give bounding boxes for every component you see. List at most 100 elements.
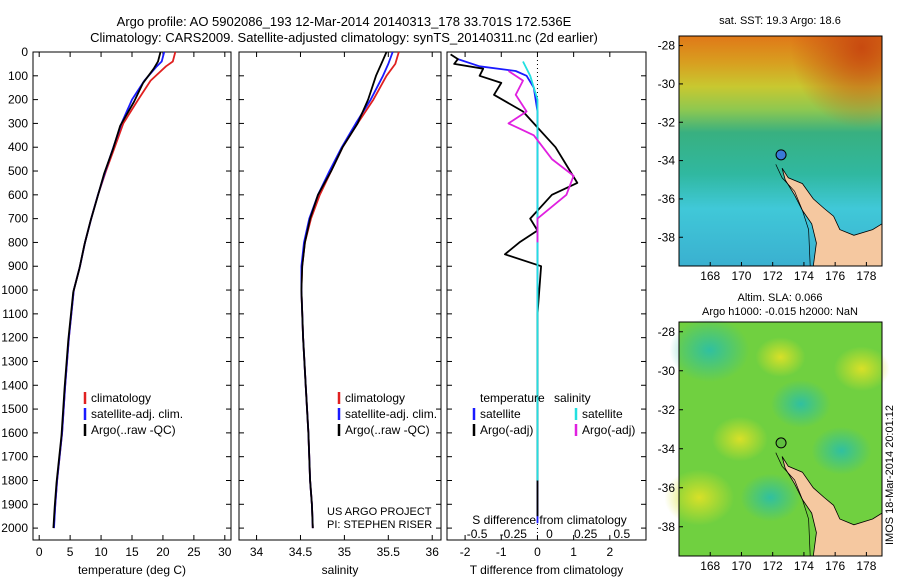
depth-contour — [775, 452, 811, 557]
x-tick-label: 36 — [426, 545, 440, 559]
map-x-tick-label: 172 — [763, 269, 783, 283]
credit-line-2: PI: STEPHEN RISER — [327, 519, 432, 531]
y-tick-label: 0 — [21, 45, 28, 59]
series-line — [507, 70, 575, 243]
sla-anomaly — [833, 346, 890, 392]
sla-map-title-line-1: Altim. SLA: 0.066 — [738, 292, 823, 304]
map-x-tick-label: 168 — [700, 269, 720, 283]
x-tick-label: 5 — [67, 545, 74, 559]
map-frame — [678, 35, 883, 267]
map-x-tick-label: 172 — [763, 559, 783, 573]
x-tick-label: 30 — [218, 545, 232, 559]
map-y-tick-label: -30 — [658, 364, 676, 378]
map-frame — [678, 321, 883, 557]
legend-label: climatology — [345, 391, 405, 405]
sst-map-panel: 168 170 172 174 176 178 -28 -30 -32 -34 -36 -38 sat.… — [658, 15, 883, 283]
sla-anomaly — [740, 473, 801, 522]
y-tick-label: 300 — [8, 116, 28, 130]
series-line — [300, 51, 388, 529]
map-y-tick-label: -36 — [658, 481, 676, 495]
header-line-1: Argo profile: AO 5902086_193 12-Mar-2014… — [117, 14, 572, 29]
legend-label: Argo(..raw -QC) — [345, 423, 430, 437]
map-x-tick-label: 168 — [700, 559, 720, 573]
top-tick-label: 0.5 — [613, 527, 630, 541]
plot-frame — [446, 51, 647, 541]
legend-label: satellite-adj. clim. — [345, 407, 437, 421]
x-tick-label: 0 — [534, 545, 541, 559]
sla-anomaly — [664, 469, 735, 526]
sla-anomaly — [811, 426, 872, 475]
series-line — [522, 61, 539, 481]
x-tick-label: -1 — [496, 545, 507, 559]
y-tick-label: 400 — [8, 140, 28, 154]
legend-label: Argo(..raw -QC) — [91, 423, 176, 437]
map-x-tick-label: 176 — [825, 559, 845, 573]
y-tick-label: 200 — [8, 93, 28, 107]
legend-label: Argo(-adj) — [582, 423, 635, 437]
y-tick-label: 2000 — [1, 521, 28, 535]
map-y-tick-label: -34 — [658, 442, 676, 456]
map-y-tick-label: -32 — [658, 115, 676, 129]
y-tick-label: 1000 — [1, 283, 28, 297]
map-y-tick-label: -38 — [658, 520, 676, 534]
y-tick-label: 1400 — [1, 378, 28, 392]
x-tick-label: 2 — [606, 545, 613, 559]
x-axis-label: temperature (deg C) — [78, 563, 186, 577]
legend-label: climatology — [91, 391, 151, 405]
y-tick-label: 1800 — [1, 473, 28, 487]
map-y-tick-label: -28 — [658, 39, 676, 53]
x-tick-label: 25 — [187, 545, 201, 559]
sst-map-title: sat. SST: 19.3 Argo: 18.6 — [719, 15, 841, 27]
top-tick-label: -0.25 — [500, 527, 528, 541]
legend-label: satellite — [582, 407, 623, 421]
map-y-tick-label: -38 — [658, 230, 676, 244]
map-x-tick-label: 170 — [731, 269, 751, 283]
y-tick-label: 1700 — [1, 450, 28, 464]
x-tick-label: 0 — [36, 545, 43, 559]
y-tick-label: 1200 — [1, 331, 28, 345]
sla-map-panel: 168 170 172 174 176 178 -28 -30 -32 -34 -36 -38 Alti… — [658, 292, 890, 573]
map-y-tick-label: -36 — [658, 192, 676, 206]
top-axis-label: S difference from climatology — [472, 513, 627, 527]
x-tick-label: 35.5 — [377, 545, 401, 559]
x-tick-label: -2 — [460, 545, 471, 559]
map-y-tick-label: -28 — [658, 325, 676, 339]
y-tick-label: 1500 — [1, 402, 28, 416]
map-x-tick-label: 174 — [794, 269, 814, 283]
map-y-tick-label: -32 — [658, 403, 676, 417]
y-tick-label: 1600 — [1, 426, 28, 440]
x-tick-label: 34 — [250, 545, 264, 559]
sla-anomaly — [770, 379, 831, 428]
sla-map-title-line-2: Argo h1000: -0.015 h2000: NaN — [702, 306, 858, 318]
side-stamp: IMOS 18-Mar-2014 20:01:12 — [884, 405, 896, 545]
legend-label: Argo(-adj) — [480, 423, 533, 437]
temperature-panel: 0 5 10 15 20 25 30 temperature (deg C) 0 100 200 30… — [1, 45, 232, 577]
credit-line-1: US ARGO PROJECT — [327, 506, 432, 518]
plot-frame — [32, 51, 232, 541]
x-tick-label: 1 — [570, 545, 577, 559]
x-tick-label: 15 — [125, 545, 139, 559]
y-tick-label: 900 — [8, 259, 28, 273]
argo-float-marker — [775, 437, 787, 449]
map-x-tick-label: 176 — [825, 269, 845, 283]
series-line — [450, 53, 579, 517]
header-line-2: Climatology: CARS2009. Satellite-adjuste… — [90, 30, 598, 45]
map-y-tick-label: -34 — [658, 154, 676, 168]
y-tick-label: 100 — [8, 69, 28, 83]
y-tick-label: 600 — [8, 188, 28, 202]
sla-anomaly — [711, 416, 768, 462]
map-x-tick-label: 170 — [731, 559, 751, 573]
legend-label: satellite-adj. clim. — [91, 407, 183, 421]
legend-label: satellite — [480, 407, 521, 421]
plot-frame — [238, 51, 442, 541]
y-tick-label: 1300 — [1, 354, 28, 368]
y-tick-label: 700 — [8, 212, 28, 226]
x-tick-label: 10 — [94, 545, 108, 559]
sla-anomaly — [669, 318, 750, 383]
salinity-panel: 34 34.5 35 35.5 36 salinity climatology satelli… — [238, 51, 442, 577]
legend-title-salinity: salinity — [554, 391, 591, 405]
y-tick-label: 800 — [8, 235, 28, 249]
argo-float-marker — [775, 149, 787, 161]
depth-contour — [775, 164, 811, 267]
